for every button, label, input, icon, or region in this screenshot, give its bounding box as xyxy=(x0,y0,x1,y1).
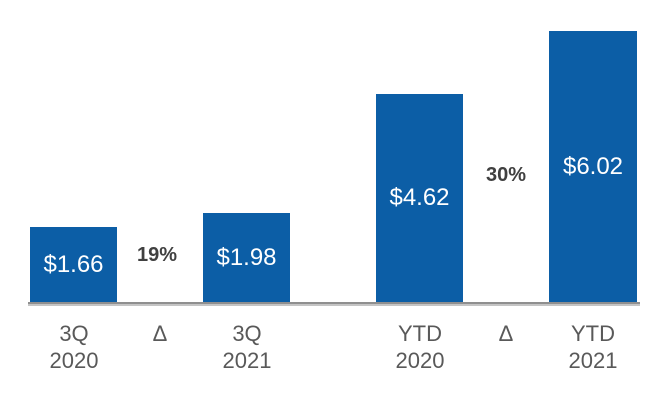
x-axis-label-ytd-2020: YTD 2020 xyxy=(360,320,480,374)
x-axis-label-ytd-2021: YTD 2021 xyxy=(533,320,653,374)
bar-3q-2020: $1.66 xyxy=(30,227,117,302)
x-axis-label-line1: YTD xyxy=(571,321,615,346)
delta-label-ytd: 30% xyxy=(485,164,527,186)
x-axis-label-line1: YTD xyxy=(398,321,442,346)
x-axis-label-line2: 2020 xyxy=(49,348,99,373)
delta-icon: Δ xyxy=(498,321,514,346)
bar-ytd-2020: $4.62 xyxy=(376,94,463,302)
x-axis-line xyxy=(28,302,640,306)
bar-value-label: $1.98 xyxy=(216,243,277,271)
bar-ytd-2021: $6.02 xyxy=(549,31,637,302)
x-axis-label-delta-2: Δ xyxy=(446,320,566,347)
delta-icon: Δ xyxy=(152,321,168,346)
x-axis-label-delta-1: Δ xyxy=(100,320,220,347)
bar-value-label: $6.02 xyxy=(562,152,624,180)
x-axis-label-3q-2021: 3Q 2021 xyxy=(187,320,307,374)
bar-value-label: $4.62 xyxy=(389,184,450,211)
x-axis-label-line2: 2021 xyxy=(568,348,618,373)
x-axis-label-line2: 2021 xyxy=(222,348,272,373)
x-axis-label-3q-2020: 3Q 2020 xyxy=(14,320,134,374)
delta-label-3q: 19% xyxy=(136,244,178,266)
x-axis-label-line2: 2020 xyxy=(395,348,445,373)
x-axis-label-line1: 3Q xyxy=(232,321,262,346)
bar-3q-2021: $1.98 xyxy=(203,213,290,302)
x-axis-label-line1: 3Q xyxy=(59,321,89,346)
bar-value-label: $1.66 xyxy=(43,250,104,278)
